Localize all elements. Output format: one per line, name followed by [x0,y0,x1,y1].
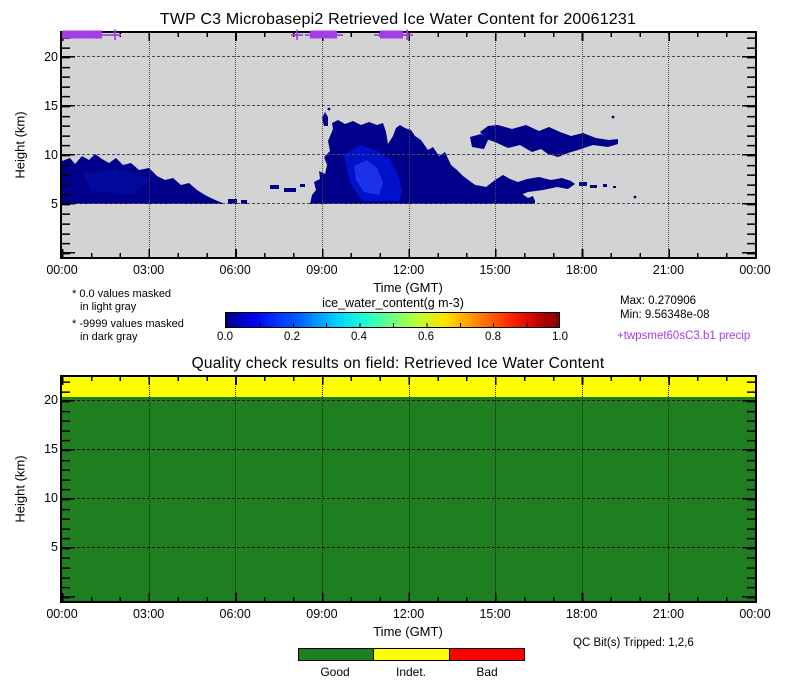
note-masked-missing-1: * -9999 values masked [72,318,184,330]
gridline-06h [235,33,237,257]
y-axis-title-qc: Height (km) [12,455,28,523]
x-tick: 21:00 [652,263,685,277]
cloud-anvil-band [480,125,618,157]
colorbar-tick-0.8: 0.8 [485,331,501,343]
qc-legend-label-indet: Indet. [395,665,427,679]
x-tick: 06:00 [219,607,251,621]
note-masked-missing-2: in dark gray [80,331,138,343]
y-tick-20: 20 [44,50,58,64]
x-tick: 03:00 [132,263,165,277]
y-tick-10: 10 [44,148,58,162]
y-tick-15: 15 [44,442,58,456]
gridline-12h [408,377,410,601]
colorbar-tick-0.4: 0.4 [351,331,367,343]
x-ticks-major-top [62,377,755,385]
cloud-low-band [462,175,575,203]
x-axis-title-qc: Time (GMT) [373,624,443,639]
colorbar-tick-0.2: 0.2 [284,331,300,343]
iwc-heatmap-panel [60,29,757,259]
qc-legend [298,648,525,661]
x-tick: 18:00 [566,607,598,621]
gridline-21h [668,377,670,601]
y-tick-5: 5 [51,197,58,211]
x-tick: 00:00 [46,263,78,277]
gridline-12h [408,33,410,257]
x-tick: 00:00 [739,263,771,277]
qc-legend-indet-swatch [373,649,450,660]
x-ticks-major-bottom [62,593,755,601]
qc-bits-tripped: QC Bit(s) Tripped: 1,2,6 [573,637,694,649]
x-tick: 15:00 [479,607,511,621]
colorbar-title: ice_water_content(g m-3) [322,296,464,310]
x-tick: 12:00 [392,607,425,621]
gridline-15h [495,33,497,257]
y-ticks-major-left [62,377,75,601]
precip-source-label: +twpsmet60sC3.b1 precip [617,330,751,342]
x-tick: 12:00 [392,263,425,277]
colorbar-tick-0.6: 0.6 [418,331,434,343]
qc-legend-label-good: Good [320,665,350,679]
colorbar-tick-0.0: 0.0 [217,331,233,343]
gridline-09h [321,377,323,601]
colorbar-ticks [226,323,559,327]
colorbar [225,312,560,328]
qc-legend-good-swatch [299,649,374,660]
x-tick: 09:00 [306,263,338,277]
gridline-03h [148,377,150,601]
precip-flag-markers [62,29,413,40]
note-masked-zero-2: in light gray [80,301,137,313]
gridline-15h [495,377,497,601]
x-tick: 00:00 [739,607,771,621]
page-title: TWP C3 Microbasepi2 Retrieved Ice Water … [159,11,637,28]
y-ticks-major-right [742,377,755,601]
x-tick: 18:00 [566,263,598,277]
iwc-cloud-plot [62,107,637,204]
y-tick-10: 10 [44,491,58,505]
gridline-03h [148,33,150,257]
x-ticks-major-bottom [62,249,755,257]
x-axis-title-top: Time (GMT) [373,280,443,295]
qc-panel-title: Quality check results on field: Retrieve… [191,355,605,372]
x-tick: 21:00 [652,607,685,621]
x-tick: 06:00 [219,263,251,277]
stat-min: Min: 9.56348e-08 [620,309,710,321]
x-ticks-major-top [62,33,755,41]
qc-heatmap-panel [60,375,757,603]
colorbar-tick-1.0: 1.0 [552,331,568,343]
cloud-detached-piece [470,134,488,149]
qc-legend-label-bad: Bad [476,665,498,679]
stat-max: Max: 0.270906 [620,295,697,307]
y-ticks-major-left [62,33,75,257]
x-tick: 00:00 [46,607,78,621]
y-axis-title-top: Height (km) [12,111,28,179]
gridline-09h [321,33,323,257]
gridline-18h [581,377,583,601]
y-tick-15: 15 [44,99,58,113]
gridline-06h [235,377,237,601]
y-ticks-major-right [742,33,755,257]
x-tick: 15:00 [479,263,511,277]
x-tick: 09:00 [306,607,338,621]
y-tick-5: 5 [51,540,58,554]
qc-legend-bad-swatch [449,649,524,660]
gridline-21h [668,33,670,257]
note-masked-zero-1: * 0.0 values masked [72,288,172,300]
y-tick-20: 20 [44,393,58,407]
gridline-18h [581,33,583,257]
x-tick: 03:00 [132,607,165,621]
